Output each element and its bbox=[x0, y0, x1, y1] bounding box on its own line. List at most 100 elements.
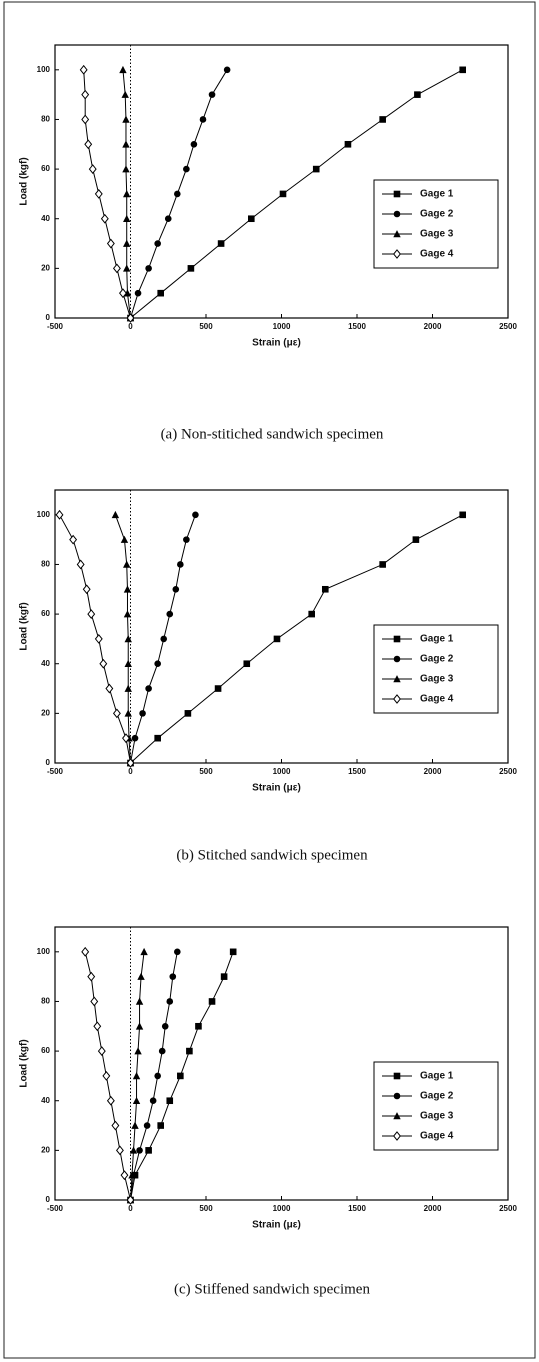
marker bbox=[123, 585, 132, 593]
marker bbox=[122, 733, 130, 744]
marker bbox=[412, 536, 420, 543]
marker bbox=[124, 709, 132, 717]
y-tick-label: 40 bbox=[41, 1096, 50, 1105]
marker bbox=[208, 91, 216, 98]
marker bbox=[243, 660, 251, 668]
marker bbox=[174, 948, 181, 956]
marker bbox=[143, 1122, 151, 1129]
marker bbox=[90, 996, 99, 1007]
marker bbox=[154, 1072, 161, 1080]
marker bbox=[166, 610, 174, 618]
marker bbox=[123, 560, 131, 568]
marker bbox=[121, 90, 129, 98]
marker bbox=[100, 213, 109, 224]
marker bbox=[149, 1097, 157, 1105]
marker bbox=[55, 509, 64, 520]
x-axis-label: Strain (με) bbox=[252, 338, 301, 349]
marker bbox=[81, 946, 90, 957]
frame bbox=[3, 1, 536, 1359]
legend-label: Gage 3 bbox=[420, 1111, 454, 1122]
y-axis-label: Load (kgf) bbox=[19, 157, 30, 205]
marker bbox=[124, 659, 132, 668]
marker bbox=[157, 289, 164, 297]
x-tick-label: 1500 bbox=[348, 1204, 366, 1213]
x-tick-label: 1000 bbox=[273, 1204, 291, 1213]
marker bbox=[111, 1120, 120, 1131]
y-axis-label: Load (kgf) bbox=[19, 602, 30, 650]
marker bbox=[111, 510, 120, 519]
marker bbox=[69, 534, 78, 545]
marker bbox=[93, 1021, 102, 1032]
marker bbox=[115, 1145, 124, 1156]
marker bbox=[166, 998, 174, 1005]
marker bbox=[123, 214, 131, 223]
legend-label: Gage 1 bbox=[420, 189, 454, 200]
marker bbox=[94, 189, 103, 199]
x-tick-label: 2500 bbox=[499, 1204, 517, 1213]
x-tick-label: 2500 bbox=[499, 322, 517, 331]
marker bbox=[120, 535, 129, 543]
marker bbox=[166, 1097, 174, 1105]
marker bbox=[187, 265, 195, 272]
marker bbox=[393, 249, 401, 259]
y-tick-label: 20 bbox=[41, 1145, 50, 1154]
marker bbox=[177, 561, 184, 568]
caption: (b) Stitched sandwich specimen bbox=[176, 847, 368, 863]
y-tick-label: 100 bbox=[37, 510, 51, 519]
marker bbox=[120, 1170, 129, 1181]
x-tick-label: 0 bbox=[128, 322, 133, 331]
y-tick-label: 20 bbox=[41, 263, 50, 272]
marker bbox=[139, 710, 146, 717]
y-tick-label: 100 bbox=[37, 65, 51, 74]
legend-label: Gage 2 bbox=[420, 209, 454, 220]
marker bbox=[393, 1092, 401, 1100]
marker bbox=[134, 289, 142, 297]
y-tick-label: 80 bbox=[41, 997, 50, 1006]
marker bbox=[161, 1022, 169, 1030]
y-tick-label: 20 bbox=[41, 708, 50, 717]
marker bbox=[312, 165, 320, 173]
marker bbox=[183, 165, 190, 173]
marker bbox=[229, 948, 237, 956]
marker bbox=[112, 708, 121, 719]
marker bbox=[174, 190, 181, 198]
marker bbox=[393, 694, 401, 704]
marker bbox=[393, 1131, 401, 1141]
marker bbox=[459, 66, 466, 74]
marker bbox=[183, 536, 190, 543]
marker bbox=[169, 973, 177, 980]
x-tick-label: -500 bbox=[47, 1204, 64, 1213]
marker bbox=[220, 973, 228, 980]
legend-label: Gage 2 bbox=[420, 1091, 454, 1102]
marker bbox=[393, 655, 401, 663]
marker bbox=[119, 65, 127, 74]
marker bbox=[248, 215, 255, 223]
marker bbox=[123, 190, 131, 198]
marker bbox=[186, 1047, 193, 1055]
marker bbox=[459, 511, 466, 519]
marker bbox=[119, 288, 127, 299]
x-tick-label: 2000 bbox=[424, 322, 442, 331]
marker bbox=[273, 635, 281, 643]
marker bbox=[208, 998, 216, 1005]
marker bbox=[84, 139, 93, 150]
marker bbox=[122, 140, 130, 148]
marker bbox=[393, 635, 401, 643]
y-tick-label: 60 bbox=[41, 164, 50, 173]
marker bbox=[132, 1072, 141, 1080]
x-tick-label: 500 bbox=[199, 767, 213, 776]
marker bbox=[134, 1047, 142, 1055]
marker bbox=[126, 1195, 135, 1205]
y-tick-label: 0 bbox=[46, 1195, 51, 1204]
marker bbox=[82, 584, 91, 595]
y-tick-label: 80 bbox=[41, 560, 50, 569]
marker bbox=[106, 1095, 115, 1106]
marker bbox=[135, 997, 144, 1005]
y-tick-label: 40 bbox=[41, 659, 50, 668]
marker bbox=[184, 710, 192, 717]
marker bbox=[122, 165, 130, 173]
x-axis-label: Strain (με) bbox=[252, 783, 301, 794]
marker bbox=[128, 1171, 136, 1179]
marker bbox=[177, 1072, 184, 1080]
caption: (c) Stiffened sandwich specimen bbox=[174, 1281, 370, 1297]
